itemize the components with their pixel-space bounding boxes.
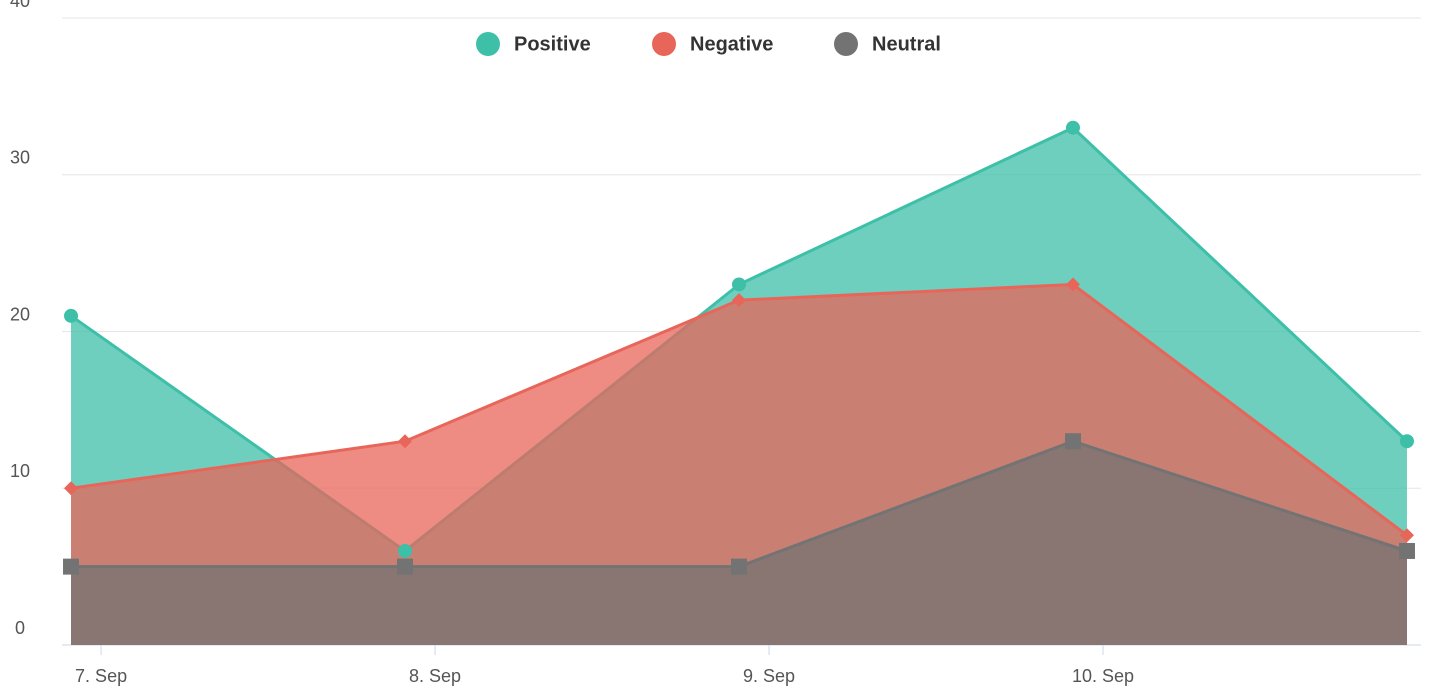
point (398, 434, 413, 449)
point (64, 308, 79, 323)
point (1064, 433, 1081, 450)
legend-label: Negative (690, 33, 773, 55)
x-tick-label: 8. Sep (409, 666, 461, 686)
point (1399, 528, 1414, 543)
legend-label: Positive (514, 33, 591, 55)
legend-marker (652, 32, 676, 56)
point (1065, 277, 1080, 292)
y-tick-label: 0 (15, 618, 25, 638)
point (1399, 434, 1414, 449)
point (731, 293, 746, 308)
point (64, 481, 79, 496)
point (397, 558, 414, 575)
y-tick-label: 10 (10, 461, 30, 481)
x-tick-label: 7. Sep (75, 666, 127, 686)
point (63, 558, 80, 575)
area (71, 441, 1407, 645)
point (731, 277, 746, 292)
x-tick-label: 10. Sep (1072, 666, 1134, 686)
x-tick-label: 9. Sep (743, 666, 795, 686)
point (730, 558, 747, 575)
legend-marker (476, 32, 500, 56)
y-tick-label: 20 (10, 304, 30, 324)
legend-marker (834, 32, 858, 56)
point (398, 543, 413, 558)
y-tick-label: 30 (10, 148, 30, 168)
legend-label: Neutral (872, 33, 941, 55)
point (1398, 542, 1415, 559)
y-tick-label: 40 (10, 0, 30, 11)
point (1065, 120, 1080, 135)
